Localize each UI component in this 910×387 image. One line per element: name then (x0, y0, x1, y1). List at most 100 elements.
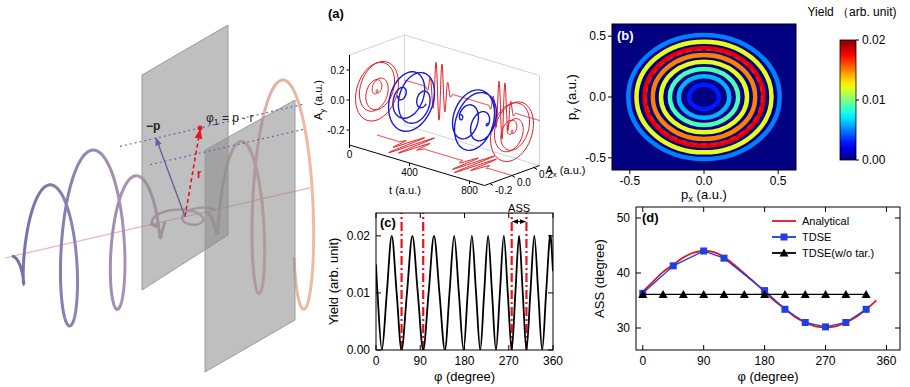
colorbar-tick (856, 40, 859, 41)
heatmap-background (612, 24, 796, 170)
marker-triangle (638, 290, 647, 298)
label: −p (146, 119, 160, 133)
plot-area (376, 213, 553, 350)
annotation-arrow (513, 221, 526, 222)
y-tick (636, 218, 641, 219)
y-axis-label: py (a.u.) (564, 74, 581, 120)
annotation-text: ASS (508, 202, 530, 214)
y-tick-label: 0.01 (347, 286, 371, 300)
x-tick (642, 345, 643, 350)
yield-ring (653, 55, 755, 139)
y-tick (895, 218, 900, 219)
vertical-line (400, 213, 402, 350)
t-tick-label: 0 (347, 149, 353, 160)
series-line (643, 294, 866, 295)
colorbar-tick-label: 0.02 (862, 33, 886, 47)
ax-axis (485, 166, 540, 186)
ax-tick (534, 168, 537, 170)
marker-triangle (659, 290, 668, 298)
x-tick (703, 207, 704, 212)
marker-triangle (801, 290, 810, 298)
x-axis-label: px (a.u.) (681, 187, 727, 204)
plot-frame (636, 207, 900, 350)
y-tick-label: 0.00 (347, 343, 371, 357)
y-tick-label: 0.0 (589, 90, 606, 104)
yield-ring (670, 69, 738, 125)
marker-square (700, 248, 707, 255)
x-tick (764, 345, 765, 350)
vertical-line (511, 213, 513, 350)
marker-triangle (699, 290, 708, 298)
projection-ax (377, 135, 512, 176)
x-tick (825, 207, 826, 212)
yield-ring (636, 42, 771, 153)
x-tick-label: 0 (639, 354, 646, 368)
point (198, 126, 203, 131)
ax-tick-label: -0.2 (495, 185, 513, 196)
t-axis (350, 145, 485, 186)
plot-area (628, 35, 779, 159)
vertical-line (422, 213, 424, 350)
x-tick (420, 213, 421, 218)
x-axis-label: φ (degree) (737, 369, 798, 384)
chart-heatmap: -0.50.00.5-0.50.00.5px (a.u.)py (a.u.)0.… (564, 5, 896, 204)
y-tick-label: 40 (617, 266, 631, 280)
yield-ring (689, 85, 719, 109)
ax-tick (490, 184, 493, 186)
y-tick-label: 0.5 (589, 29, 606, 43)
x-axis-label: φ (degree) (434, 369, 495, 384)
panel-label: (b) (617, 28, 634, 43)
panel-label: (c) (380, 215, 396, 230)
plot-frame (612, 24, 796, 170)
x-tick-label: 180 (755, 354, 775, 368)
ax-axis-label: Ax (a.u.) (546, 164, 586, 179)
label-suffix: (a.u.) (312, 80, 324, 109)
label: r (197, 167, 202, 181)
t-tick (469, 181, 470, 184)
legend-label: TDSE (802, 231, 831, 243)
y-tick (608, 36, 612, 37)
x-tick-label: 90 (414, 354, 428, 368)
ax-tick-label: 0.0 (517, 177, 531, 188)
y-tick-label: 30 (617, 321, 631, 335)
x-tick (508, 213, 509, 218)
x-tick-label: 360 (543, 354, 563, 368)
x-tick (764, 207, 765, 212)
plot-area (638, 248, 876, 331)
x-tick (703, 345, 704, 350)
y-tick (608, 97, 612, 98)
figure: −prφ1 = p · r0400800-0.20.00.2-0.20.00.2… (0, 0, 910, 387)
t-axis-label: t (a.u.) (389, 184, 421, 196)
legend-marker (780, 249, 789, 257)
colorbar-tick (856, 160, 859, 161)
legend-swatch (772, 220, 796, 222)
plane-right (205, 100, 295, 372)
series-line (643, 251, 877, 327)
colorbar-tick (856, 100, 859, 101)
x-tick-label: 270 (499, 354, 519, 368)
ay-tick-label: 0.0 (331, 95, 345, 106)
field-helix (453, 90, 497, 150)
colorbar (840, 40, 856, 160)
marker-square (822, 323, 829, 330)
marker-triangle (862, 290, 871, 298)
t-tick (349, 145, 350, 148)
legend-marker (781, 234, 788, 241)
dashed-circle (646, 50, 762, 145)
y-tick (608, 157, 612, 158)
y-axis-label: Yield (arb. unit) (326, 238, 341, 326)
marker-triangle (740, 290, 749, 298)
legend-label: Analytical (802, 215, 849, 227)
y-tick (376, 235, 381, 236)
x-tick-label: 0 (373, 354, 380, 368)
label-suffix: = p · r (219, 111, 254, 125)
label-base: p (681, 187, 688, 202)
y-tick-label: -0.5 (585, 151, 606, 165)
label: φ1 = p · r (206, 111, 254, 127)
x-tick-label: -0.5 (619, 174, 640, 188)
t-tick (409, 163, 410, 166)
dotted-line (150, 129, 305, 165)
marker-triangle (821, 290, 830, 298)
x-tick (420, 345, 421, 350)
label-base: p (564, 113, 579, 120)
